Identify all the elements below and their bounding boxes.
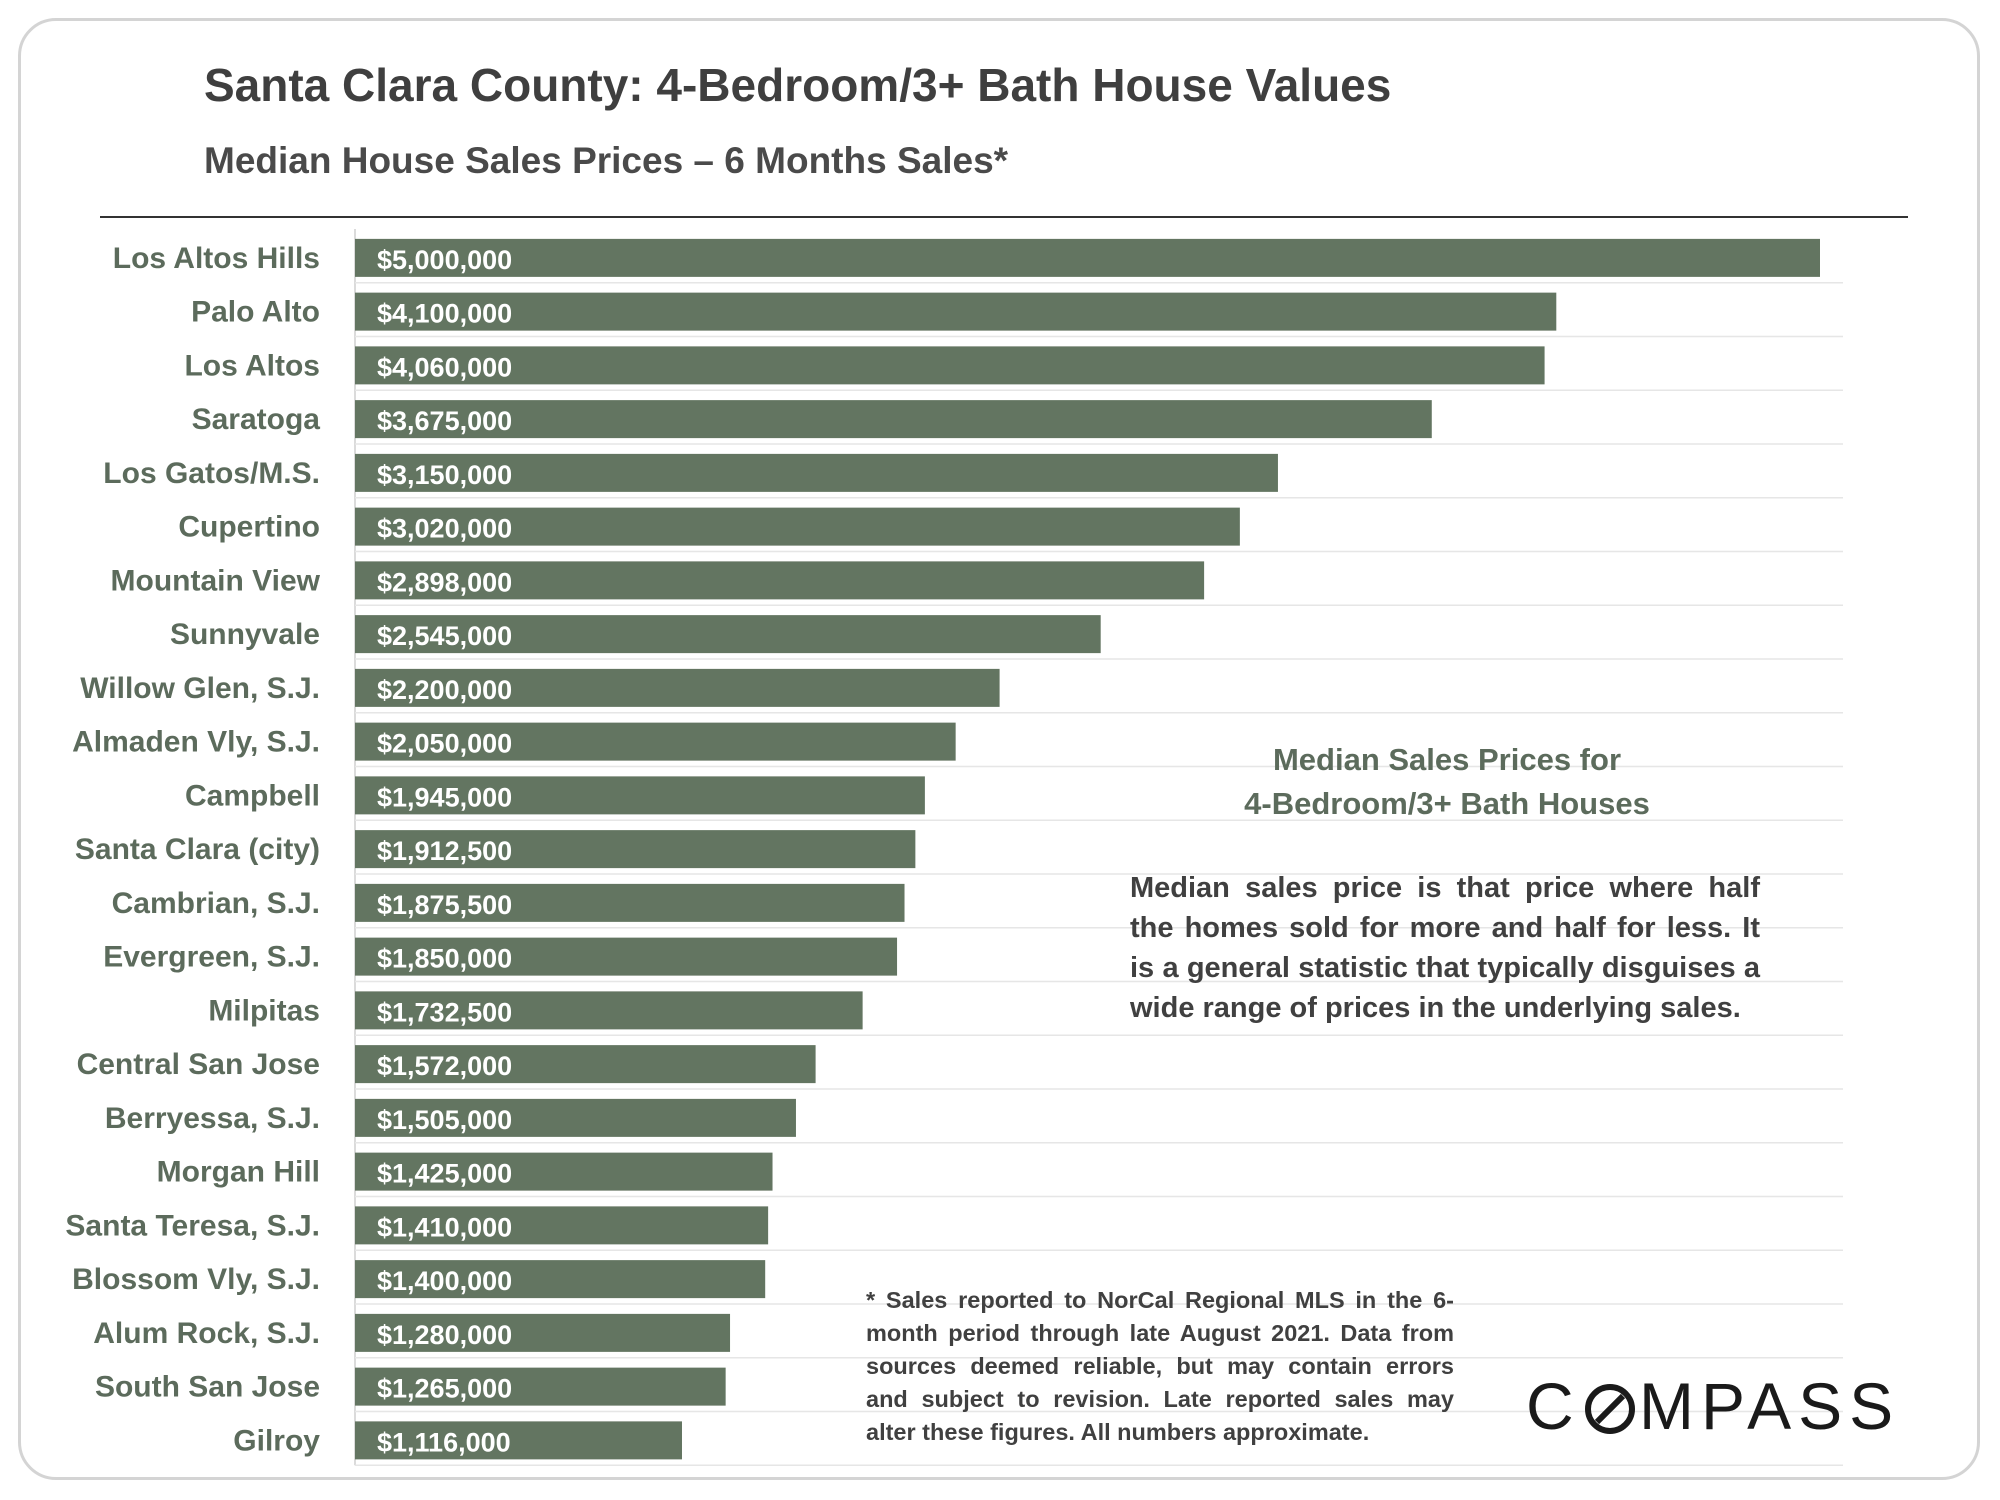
- category-label: Los Gatos/M.S.: [103, 457, 320, 490]
- bar-value-label: $2,050,000: [377, 729, 512, 759]
- bar: [355, 1260, 766, 1299]
- bar: [355, 668, 1000, 707]
- category-label: Sunnyvale: [170, 618, 320, 651]
- bar: [355, 991, 863, 1030]
- bar-value-label: $1,410,000: [377, 1212, 512, 1242]
- category-label: Berryessa, S.J.: [105, 1102, 320, 1135]
- chart-subtitle: Median House Sales Prices – 6 Months Sal…: [204, 140, 1009, 181]
- bar-value-label: $1,505,000: [377, 1105, 512, 1135]
- bar-value-label: $1,400,000: [377, 1266, 512, 1296]
- bar: [355, 561, 1205, 600]
- category-label: Milpitas: [208, 994, 320, 1027]
- bar-value-label: $4,100,000: [377, 299, 512, 329]
- bar: [355, 346, 1545, 385]
- category-label: Morgan Hill: [157, 1156, 320, 1189]
- bar-value-label: $1,850,000: [377, 944, 512, 974]
- category-label: Mountain View: [111, 564, 321, 597]
- bar-value-label: $1,116,000: [377, 1427, 511, 1457]
- bar-value-label: $2,545,000: [377, 621, 512, 651]
- category-label: Cambrian, S.J.: [112, 887, 320, 920]
- bar-value-label: $1,425,000: [377, 1159, 512, 1189]
- logo-text-start: C: [1526, 1369, 1581, 1443]
- bar: [355, 1367, 726, 1406]
- bar: [355, 400, 1432, 439]
- bar: [355, 453, 1278, 492]
- bar-value-label: $5,000,000: [377, 245, 512, 275]
- info-box-title-line2: 4-Bedroom/3+ Bath Houses: [1244, 786, 1650, 821]
- category-label: Santa Clara (city): [75, 833, 320, 866]
- logo-text-end: MPASS: [1639, 1369, 1901, 1443]
- bar-value-label: $2,898,000: [377, 567, 512, 597]
- chart-title: Santa Clara County: 4-Bedroom/3+ Bath Ho…: [204, 59, 1392, 111]
- bar-value-label: $2,200,000: [377, 675, 512, 705]
- bar: [355, 507, 1240, 546]
- compass-logo: COMPASS: [1526, 1368, 1900, 1444]
- bar: [355, 937, 898, 976]
- bar-value-label: $1,732,500: [377, 997, 512, 1027]
- category-label: South San Jose: [95, 1371, 320, 1404]
- bar-value-label: $1,572,000: [377, 1051, 512, 1081]
- category-label: Central San Jose: [77, 1048, 320, 1081]
- bar: [355, 1152, 773, 1191]
- bar: [355, 1206, 769, 1245]
- category-label: Los Altos Hills: [113, 242, 320, 275]
- info-box-body: Median sales price is that price where h…: [1130, 872, 1760, 1024]
- bar-value-label: $1,265,000: [377, 1374, 512, 1404]
- category-label: Almaden Vly, S.J.: [72, 726, 320, 759]
- category-label: Alum Rock, S.J.: [93, 1317, 320, 1350]
- category-label: Saratoga: [192, 403, 321, 436]
- bar-value-label: $1,912,500: [377, 836, 512, 866]
- bar-value-label: $1,945,000: [377, 782, 512, 812]
- bar: [355, 722, 956, 761]
- bar-value-label: $3,150,000: [377, 460, 512, 490]
- category-label: Campbell: [185, 779, 320, 812]
- category-label: Gilroy: [233, 1424, 320, 1457]
- bar: [355, 1045, 816, 1084]
- bar-value-label: $1,875,500: [377, 890, 512, 920]
- category-label: Los Altos: [184, 349, 320, 382]
- category-label: Willow Glen, S.J.: [80, 672, 320, 705]
- bar: [355, 238, 1820, 277]
- category-label: Blossom Vly, S.J.: [72, 1263, 320, 1296]
- footnote: * Sales reported to NorCal Regional MLS …: [866, 1287, 1454, 1445]
- bar: [355, 292, 1557, 331]
- info-box-title: Median Sales Prices for 4-Bedroom/3+ Bat…: [1112, 738, 1782, 826]
- category-label: Palo Alto: [191, 296, 320, 329]
- bar: [355, 1313, 731, 1352]
- bar: [355, 1098, 796, 1137]
- category-label: Santa Teresa, S.J.: [65, 1209, 320, 1242]
- bar: [355, 615, 1101, 654]
- category-label: Evergreen, S.J.: [103, 941, 320, 974]
- bar: [355, 776, 925, 815]
- info-box-title-line1: Median Sales Prices for: [1272, 742, 1622, 777]
- bar-value-label: $1,280,000: [377, 1320, 512, 1350]
- title-divider: [100, 216, 1908, 218]
- bar: [355, 883, 905, 922]
- category-label: Cupertino: [178, 511, 320, 544]
- bar: [355, 1421, 682, 1460]
- bar: [355, 830, 916, 869]
- logo-o-icon: O: [1581, 1368, 1639, 1444]
- bar-value-label: $4,060,000: [377, 352, 512, 382]
- bar-value-label: $3,020,000: [377, 514, 512, 544]
- bar-value-label: $3,675,000: [377, 406, 512, 436]
